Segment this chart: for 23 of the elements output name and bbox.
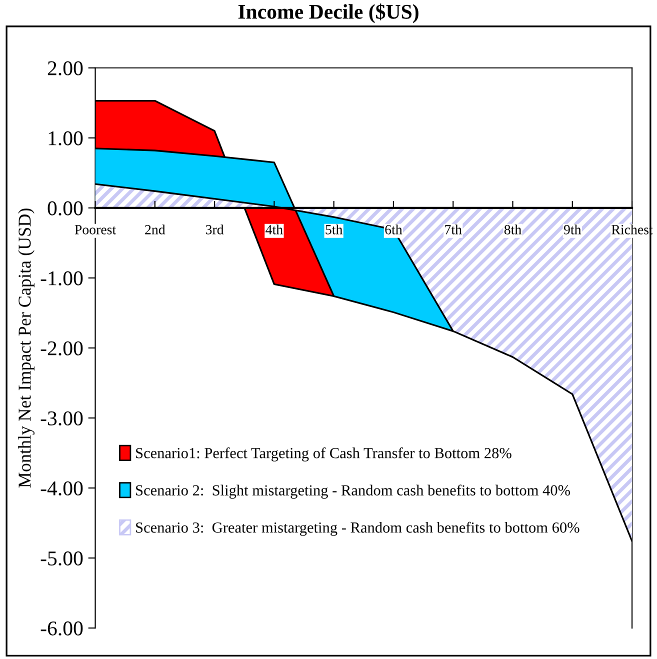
- x-tick-label: 4th: [266, 224, 283, 234]
- x-tick-label: 5th: [326, 224, 343, 234]
- legend-label: Scenario 3: Greater mistargeting - Random cash benefits to bottom 60%: [136, 522, 580, 536]
- x-tick-label: 8th: [504, 224, 522, 234]
- x-tick-label: 2nd: [145, 224, 166, 234]
- y-tick-label: 2.00: [48, 61, 83, 76]
- legend-label: Scenario 2: Slight mistargeting - Random cash benefits to bottom 40%: [136, 484, 570, 499]
- y-tick-label: 0.00: [48, 201, 83, 216]
- y-tick-label: -5.00: [40, 551, 83, 566]
- y-tick-label: -2.00: [40, 341, 83, 356]
- x-tick-label: Poorest: [74, 225, 116, 234]
- x-tick-label: 7th: [445, 224, 462, 234]
- y-tick-label: 1.00: [48, 131, 83, 146]
- y-tick-label: -4.00: [40, 481, 83, 496]
- y-tick-label: -1.00: [40, 271, 83, 286]
- x-tick-label: 9th: [564, 224, 582, 234]
- y-axis-title: Monthly Net Impact Per Capita (USD): [18, 208, 35, 488]
- y-tick-label: -6.00: [40, 621, 83, 636]
- legend-label: Scenario1: Perfect Targeting of Cash Transfer to Bottom 28%: [136, 447, 512, 462]
- x-tick-label: 3rd: [206, 224, 224, 234]
- x-tick-label: 6th: [385, 224, 402, 234]
- y-tick-label: -3.00: [40, 411, 83, 426]
- chart-title: Income Decile ($US): [238, 4, 418, 24]
